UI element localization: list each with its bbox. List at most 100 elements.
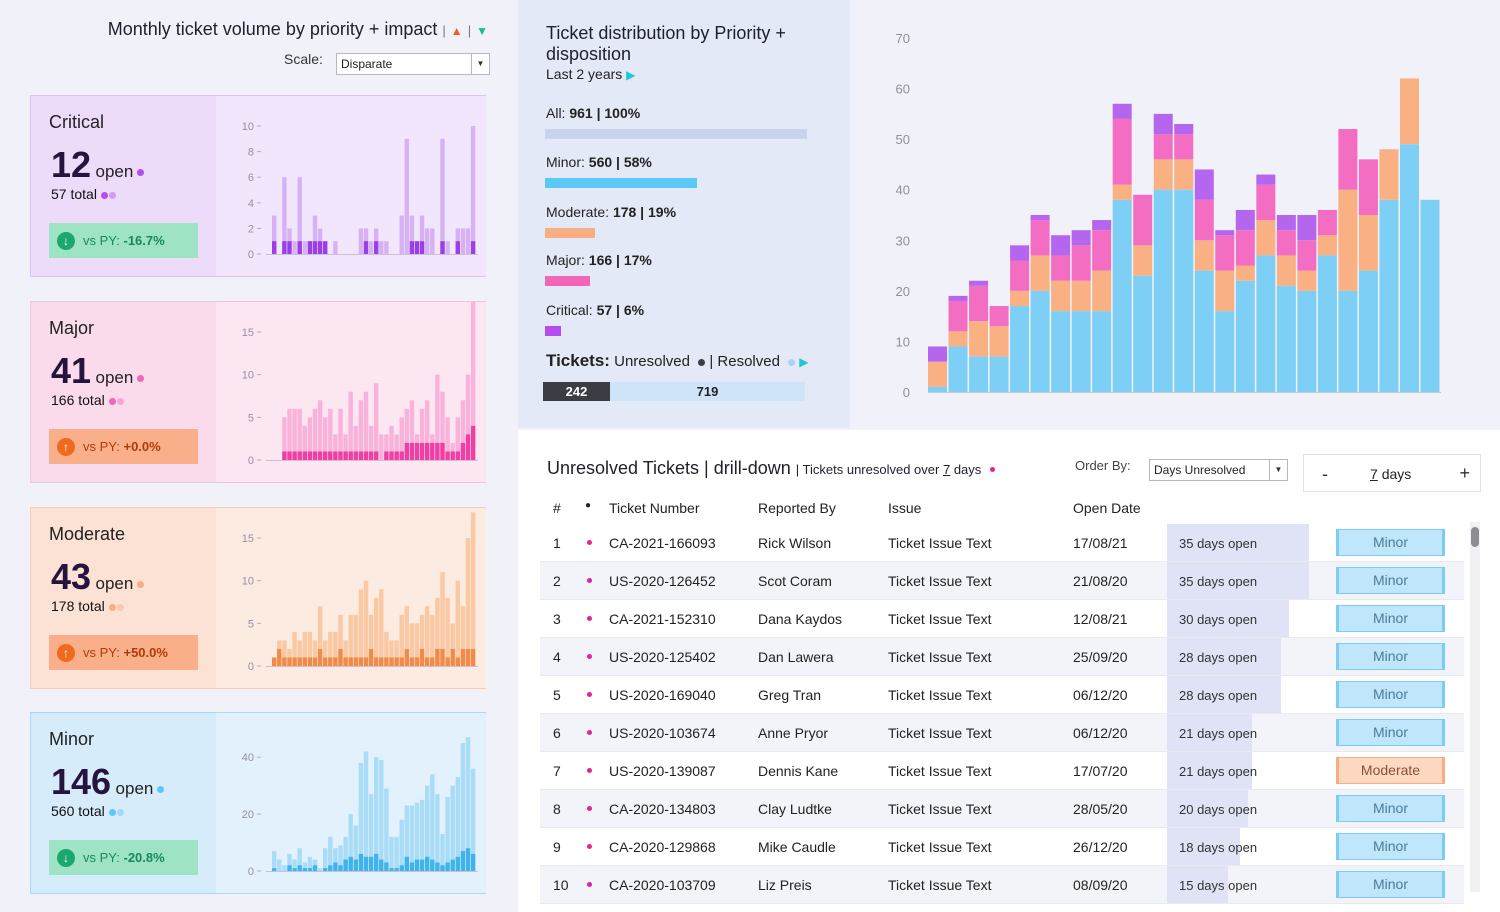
open-bar	[272, 868, 277, 871]
distribution-subtitle[interactable]: Last 2 years ▶	[546, 66, 635, 82]
severity-badge[interactable]: Minor	[1336, 833, 1445, 860]
table-row[interactable]: 5 US-2020-169040 Greg Tran Ticket Issue Tex…	[540, 676, 1464, 714]
severity-badge[interactable]: Minor	[1336, 681, 1445, 708]
scale-select[interactable]: Disparate ▼	[336, 53, 490, 75]
card-moderate[interactable]: Moderate 43 open 178 total ↑ vs PY: +50.0…	[30, 507, 486, 689]
title-separator: |	[442, 23, 446, 38]
resolved-bar[interactable]: 719	[610, 382, 805, 401]
open-bar	[425, 442, 430, 460]
dist-value: 961 | 100%	[569, 105, 641, 121]
stacked-bar-segment	[1338, 290, 1358, 392]
status-dot-icon	[587, 768, 592, 773]
stacked-bar-segment	[928, 361, 948, 387]
play-icon[interactable]: ▶	[799, 355, 809, 369]
col-dot-header[interactable]: ●	[585, 500, 592, 511]
dist-row-critical[interactable]: Critical: 57 | 6%	[545, 302, 816, 336]
total-bar	[328, 631, 333, 666]
play-icon[interactable]: ▶	[626, 68, 636, 82]
col-opendate-header[interactable]: Open Date	[1073, 500, 1141, 516]
severity-badge[interactable]: Minor	[1336, 567, 1445, 594]
severity-badge[interactable]: Minor	[1336, 719, 1445, 746]
card-major[interactable]: Major 41 open 166 total ↑ vs PY: +0.0% 15…	[30, 297, 486, 483]
col-num-header[interactable]: #	[553, 500, 561, 516]
severity-badge[interactable]: Minor	[1336, 795, 1445, 822]
open-date: 17/07/20	[1073, 763, 1128, 779]
dist-label: Major:	[546, 252, 585, 268]
open-bar	[425, 657, 430, 666]
stacked-bar-segment	[1256, 184, 1276, 221]
stacked-bar-segment	[1235, 280, 1255, 392]
stacked-bar-segment	[1317, 209, 1337, 236]
stacked-bar-segment	[1235, 265, 1255, 281]
stacked-bar-segment	[1276, 255, 1296, 286]
severity-badge[interactable]: Minor	[1336, 529, 1445, 556]
dist-row-major[interactable]: Major: 166 | 17%	[545, 252, 816, 286]
order-by-value: Days Unresolved	[1154, 463, 1246, 477]
issue-text: Ticket Issue Text	[888, 763, 992, 779]
pill-prefix: vs PY:	[83, 850, 120, 865]
total-number: 560	[51, 803, 75, 819]
open-bar	[460, 648, 466, 666]
table-row[interactable]: 7 US-2020-139087 Dennis Kane Ticket Issue T…	[540, 752, 1464, 790]
unresolved-bar[interactable]: 242	[543, 382, 610, 401]
total-bar	[287, 408, 292, 460]
severity-badge[interactable]: Minor	[1336, 643, 1445, 670]
table-row[interactable]: 6 US-2020-103674 Anne Pryor Ticket Issue Te…	[540, 714, 1464, 752]
total-bar	[312, 859, 318, 871]
dist-row-minor[interactable]: Minor: 560 | 58%	[545, 154, 816, 188]
open-bar	[440, 648, 445, 666]
severity-badge[interactable]: Minor	[1336, 871, 1445, 898]
open-bar	[384, 862, 389, 871]
total-bar	[353, 614, 358, 666]
card-total: 57 total	[51, 186, 116, 202]
open-bar	[343, 859, 348, 871]
total-bar	[440, 572, 445, 666]
increment-button[interactable]: +	[1459, 463, 1470, 483]
card-critical[interactable]: Critical 12 open 57 total ↓ vs PY: -16.7%…	[30, 95, 486, 277]
stacked-bar-segment	[1153, 134, 1173, 160]
open-bar	[297, 241, 302, 254]
total-bar	[435, 794, 440, 871]
decrement-button[interactable]: -	[1322, 464, 1328, 484]
open-bar	[363, 856, 369, 871]
table-row[interactable]: 1 CA-2021-166093 Rick Wilson Ticket Issue T…	[540, 524, 1464, 562]
stacked-bar-segment	[1051, 311, 1071, 392]
days-stepper[interactable]: - 7 days +	[1303, 454, 1481, 492]
severity-badge[interactable]: Minor	[1336, 605, 1445, 632]
open-bar	[460, 442, 466, 460]
stacked-bar-segment	[1051, 235, 1071, 256]
table-row[interactable]: 4 US-2020-125402 Dan Lawera Ticket Issue Te…	[540, 638, 1464, 676]
stacked-bar-segment	[1358, 270, 1378, 392]
dist-label: Critical:	[546, 302, 593, 318]
table-row[interactable]: 8 CA-2020-134803 Clay Ludtke Ticket Issue T…	[540, 790, 1464, 828]
stacked-bar-segment	[969, 321, 989, 357]
total-bar	[368, 241, 374, 254]
pill-prefix: vs PY:	[83, 645, 120, 660]
open-bar	[333, 657, 338, 666]
severity-badge[interactable]: Moderate	[1336, 757, 1445, 784]
open-word: open	[95, 162, 134, 181]
scrollbar-thumb[interactable]	[1471, 527, 1479, 547]
total-bar	[307, 417, 313, 460]
table-row[interactable]: 9 CA-2020-129868 Mike Caudle Ticket Issue T…	[540, 828, 1464, 866]
total-bar	[384, 631, 389, 666]
ticket-number: US-2020-103674	[609, 725, 716, 741]
open-bar	[282, 451, 287, 460]
col-issue-header[interactable]: Issue	[888, 500, 922, 516]
scrollbar-track[interactable]	[1470, 522, 1480, 892]
dist-row-all[interactable]: All: 961 | 100%	[545, 105, 816, 139]
col-reporter-header[interactable]: Reported By	[758, 500, 836, 516]
ticket-number: CA-2020-129868	[609, 839, 716, 855]
total-number: 178	[51, 598, 75, 614]
open-bar	[302, 657, 307, 666]
card-open-count: 41 open	[51, 350, 145, 392]
total-bar	[465, 737, 471, 871]
order-by-select[interactable]: Days Unresolved ▼	[1149, 459, 1288, 481]
col-ticket-header[interactable]: Ticket Number	[609, 500, 700, 516]
card-minor[interactable]: Minor 146 open 560 total ↓ vs PY: -20.8% …	[30, 712, 486, 894]
open-bar	[302, 451, 307, 460]
table-row[interactable]: 3 CA-2021-152310 Dana Kaydos Ticket Issue T…	[540, 600, 1464, 638]
dist-row-moderate[interactable]: Moderate: 178 | 19%	[545, 204, 816, 238]
table-row[interactable]: 2 US-2020-126452 Scot Coram Ticket Issue Te…	[540, 562, 1464, 600]
table-row[interactable]: 10 CA-2020-103709 Liz Preis Ticket Issue Te…	[540, 866, 1464, 904]
